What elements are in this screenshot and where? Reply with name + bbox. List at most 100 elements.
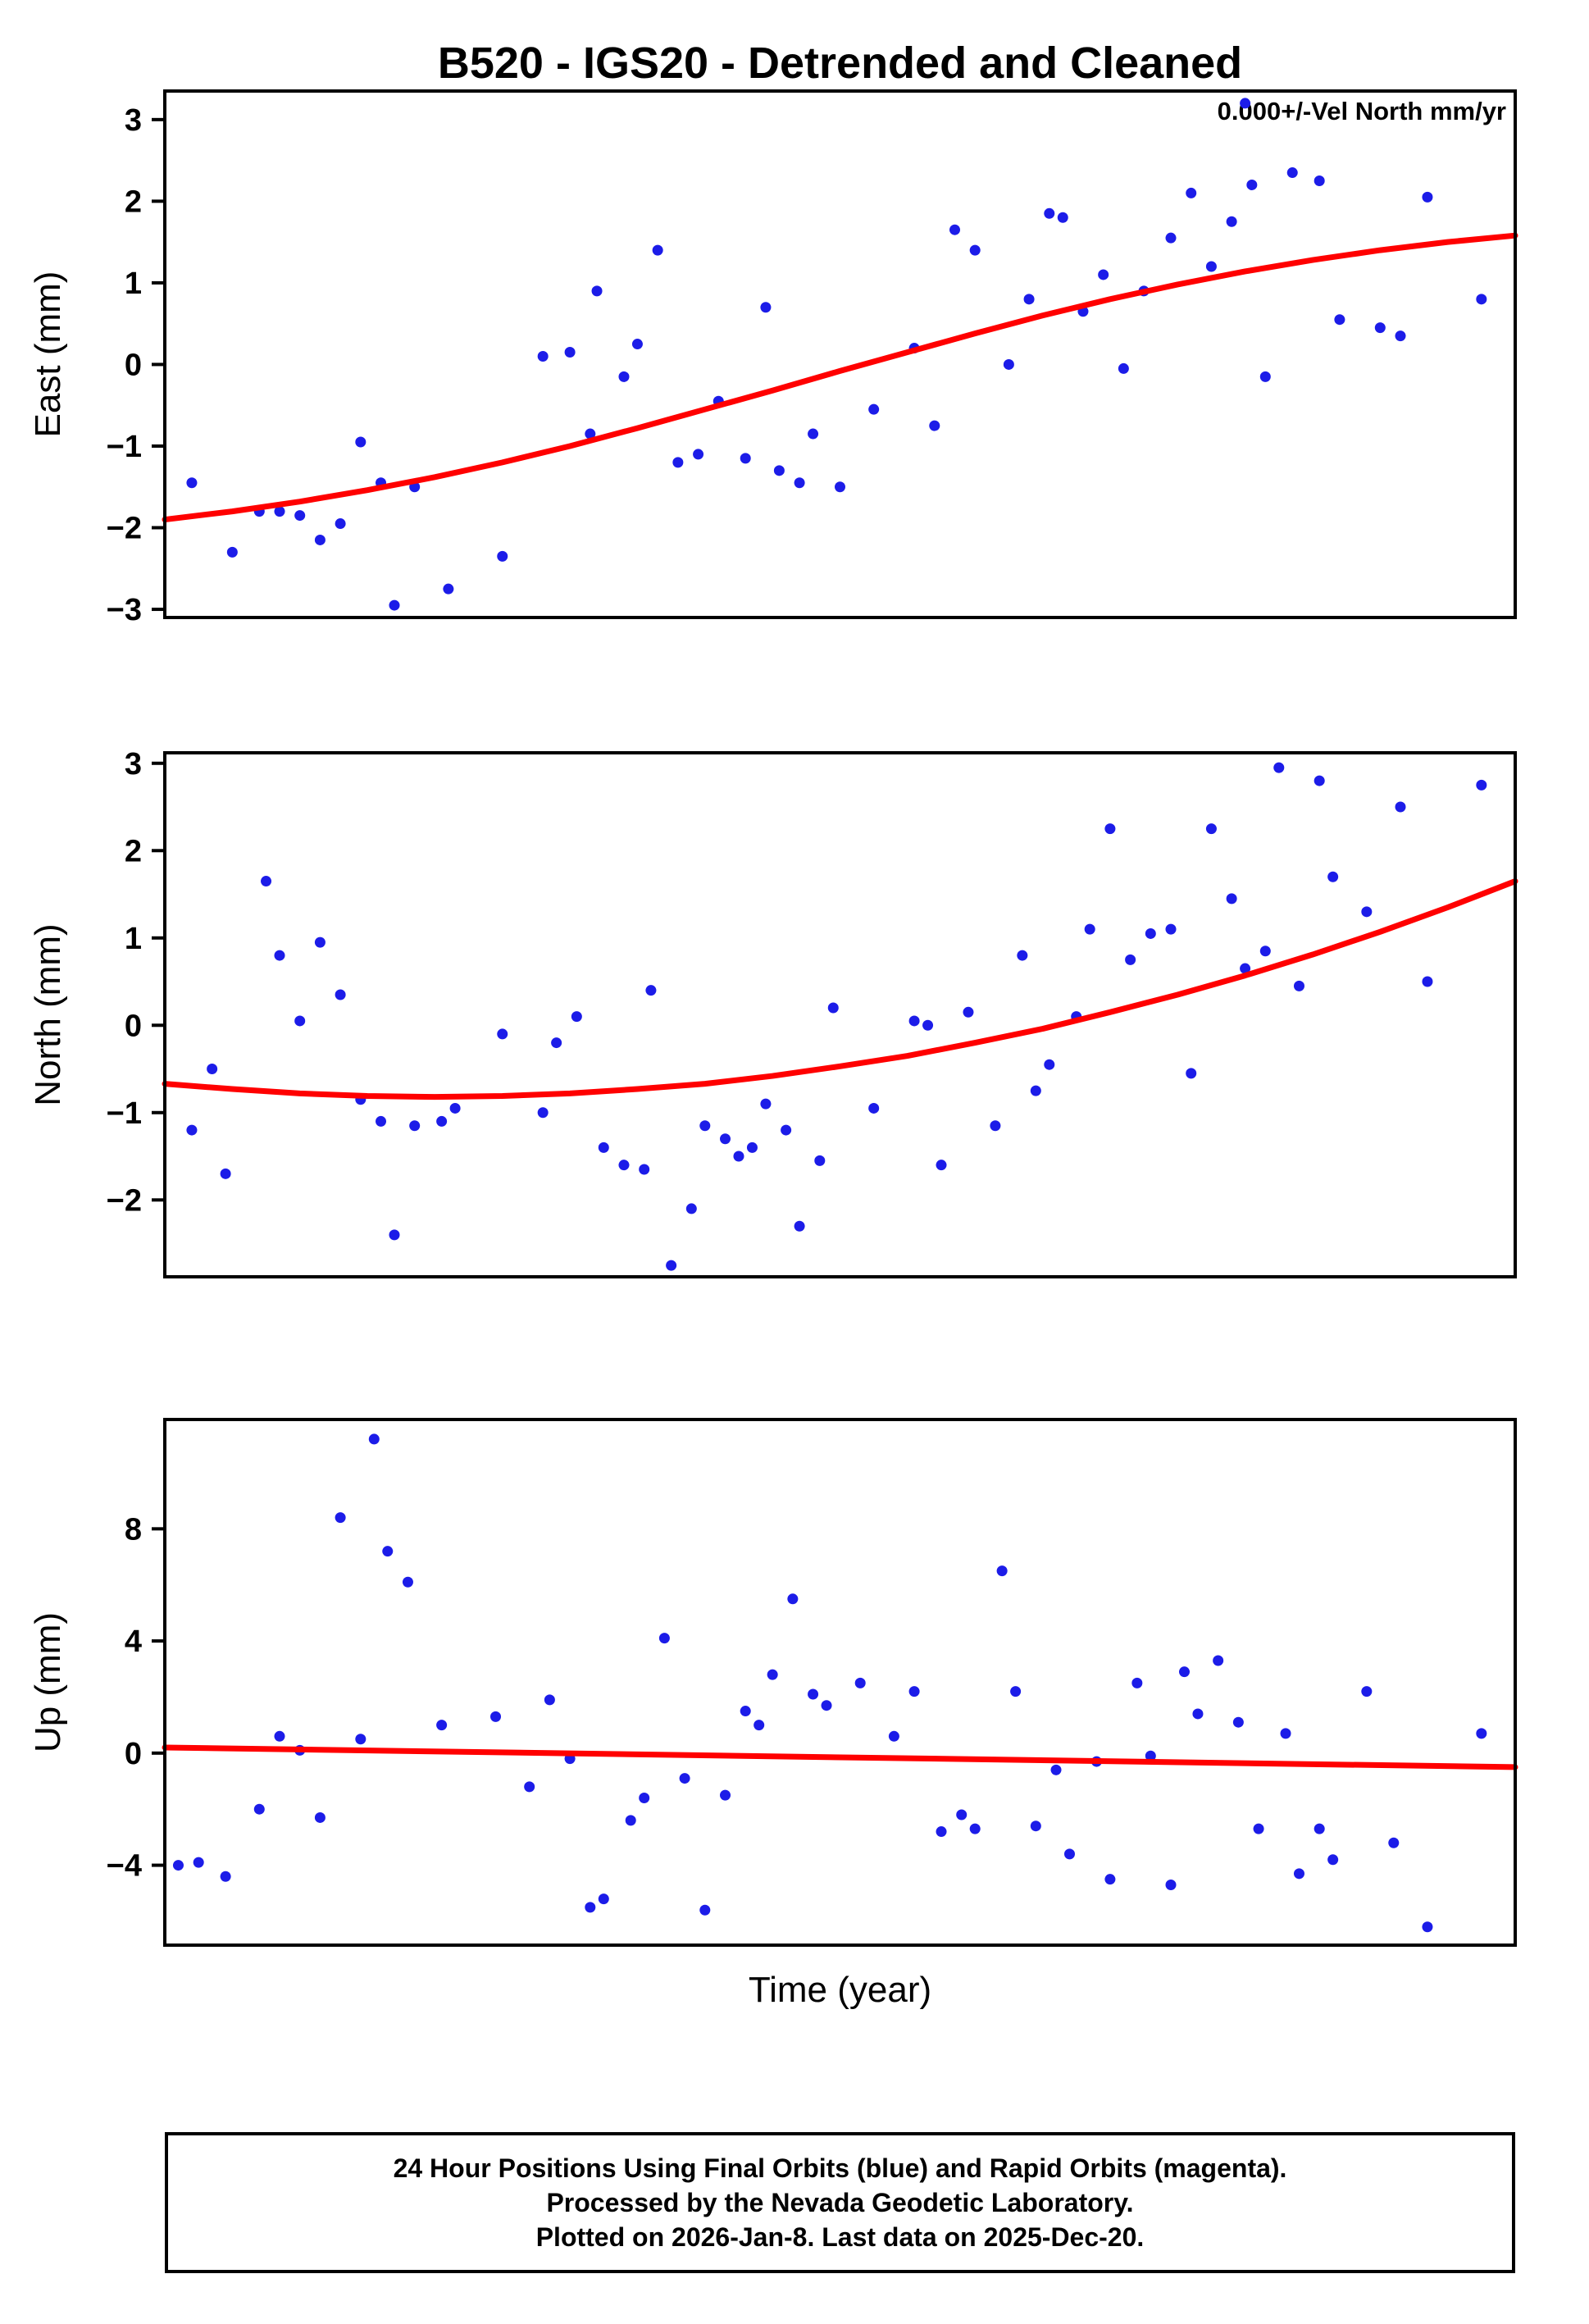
data-point <box>720 1789 731 1801</box>
y-tick-label: 0 <box>125 348 142 382</box>
plot-border <box>163 89 1517 619</box>
data-point <box>1063 1848 1075 1860</box>
data-point <box>699 1120 711 1132</box>
data-point <box>868 1102 880 1114</box>
data-point <box>1145 1750 1156 1761</box>
data-point <box>294 510 306 522</box>
data-point <box>1327 871 1339 882</box>
data-point <box>368 1433 380 1445</box>
data-point <box>294 1015 306 1027</box>
y-tick-label: 2 <box>125 834 142 868</box>
data-point <box>1030 1085 1041 1096</box>
data-point <box>389 1229 400 1241</box>
y-axis-label: North (mm) <box>28 923 68 1105</box>
data-point <box>1476 1728 1487 1739</box>
data-point <box>598 1893 609 1905</box>
x-axis-label: Time (year) <box>748 1970 932 2010</box>
data-point <box>389 599 400 611</box>
data-point <box>193 1857 204 1868</box>
data-point <box>1205 823 1217 835</box>
data-point <box>571 1011 582 1023</box>
data-point <box>1186 187 1197 198</box>
data-point <box>1145 927 1156 939</box>
north-panel-plot: −2 −1 0 1 2 3 North (mm) <box>28 747 1518 1278</box>
y-axis-label: East (mm) <box>28 271 68 438</box>
data-point <box>355 1734 367 1745</box>
data-point <box>1293 980 1304 991</box>
data-point <box>1044 1059 1055 1070</box>
data-point <box>1213 1655 1224 1666</box>
y-tick-label: 8 <box>125 1512 142 1547</box>
data-point <box>314 1811 326 1823</box>
data-point <box>1165 232 1177 244</box>
data-point <box>908 1015 920 1027</box>
up-panel-plot: −4 0 4 8 Up (mm) <box>28 1418 1518 1947</box>
east-panel-plot: −3 −2 −1 0 1 2 3 East (mm) <box>28 89 1518 627</box>
y-tick-label: −2 <box>107 512 142 546</box>
data-point <box>564 347 576 358</box>
data-point <box>1259 946 1271 957</box>
data-point <box>207 1064 218 1075</box>
data-point <box>672 457 684 468</box>
data-point <box>808 428 819 440</box>
y-tick-label: −1 <box>107 1096 142 1131</box>
data-point <box>591 285 603 297</box>
data-point <box>1044 207 1055 219</box>
data-point <box>1314 175 1325 186</box>
data-point <box>808 1688 819 1700</box>
data-point <box>922 1019 934 1031</box>
data-point <box>969 244 981 256</box>
data-point <box>618 1160 630 1171</box>
data-point <box>1192 1708 1204 1720</box>
data-point <box>355 436 367 448</box>
data-point <box>1118 362 1129 374</box>
data-point <box>1314 775 1325 786</box>
data-point <box>544 1694 555 1706</box>
data-point <box>226 546 238 558</box>
data-point <box>1314 1823 1325 1834</box>
data-point <box>1205 261 1217 272</box>
data-point <box>969 1823 981 1834</box>
y-tick-label: 1 <box>125 922 142 956</box>
data-point <box>1178 1666 1190 1678</box>
data-point <box>787 1593 799 1605</box>
data-point <box>1057 212 1068 223</box>
data-point <box>868 403 880 415</box>
y-tick-label: −4 <box>107 1849 142 1884</box>
data-point <box>835 481 845 493</box>
data-point <box>1327 1854 1339 1866</box>
data-point <box>814 1155 826 1166</box>
data-point <box>1361 906 1373 918</box>
data-point <box>740 1706 751 1717</box>
data-point <box>929 420 940 431</box>
data-point <box>794 477 805 489</box>
data-point <box>949 224 960 235</box>
data-point <box>1253 1823 1264 1834</box>
data-point <box>740 453 751 464</box>
velocity-annotation: 0.000+/-Vel North mm/yr <box>1217 97 1506 125</box>
plot-border <box>163 1418 1517 1947</box>
data-point <box>746 1141 758 1153</box>
data-point <box>760 1098 772 1110</box>
data-point <box>1010 1686 1022 1697</box>
data-point <box>652 244 663 256</box>
data-point <box>1104 1874 1116 1885</box>
data-point <box>693 449 704 460</box>
y-tick-label: 4 <box>125 1625 142 1659</box>
data-point <box>1165 923 1177 935</box>
data-point <box>754 1720 765 1731</box>
data-point <box>773 465 785 476</box>
data-point <box>936 1826 947 1838</box>
data-point <box>585 1902 596 1913</box>
data-point <box>679 1773 690 1784</box>
data-point <box>1395 801 1406 813</box>
data-point <box>314 534 326 545</box>
y-tick-label: 2 <box>125 185 142 219</box>
data-point <box>1422 1921 1433 1933</box>
data-point <box>963 1006 974 1018</box>
y-tick-label: 0 <box>125 1009 142 1043</box>
trend-line <box>162 1744 1518 1770</box>
y-tick-label: 1 <box>125 267 142 301</box>
data-point <box>936 1160 947 1171</box>
data-point <box>585 428 596 440</box>
